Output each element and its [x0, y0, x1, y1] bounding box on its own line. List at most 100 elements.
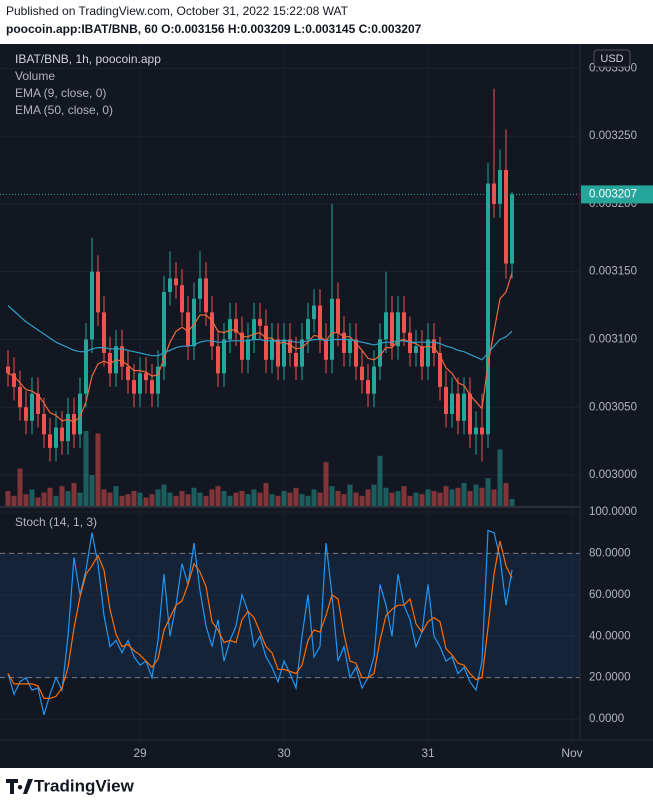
y-tick-label: 60.0000	[589, 589, 631, 601]
y-tick-label: 0.003250	[589, 130, 637, 142]
candle-body	[198, 278, 202, 299]
volume-bar	[173, 495, 179, 507]
candle-body	[282, 339, 286, 367]
volume-bar	[155, 489, 161, 507]
candle-body	[222, 339, 226, 374]
candle-body	[216, 346, 220, 374]
volume-bar	[209, 489, 215, 507]
volume-bar	[233, 492, 239, 507]
candle-body	[414, 346, 418, 354]
candle-body	[6, 366, 10, 374]
candle-body	[426, 339, 430, 367]
candle-body	[348, 339, 352, 354]
volume-bar	[257, 492, 263, 507]
volume-bar	[83, 431, 89, 507]
candle-body	[180, 285, 184, 313]
candle-body	[354, 339, 358, 367]
volume-bar	[191, 487, 197, 507]
candle-body	[84, 339, 88, 394]
candle-body	[438, 353, 442, 387]
volume-bar	[293, 487, 299, 507]
volume-bar	[485, 478, 491, 507]
volume-bar	[449, 489, 455, 507]
candle-body	[402, 312, 406, 333]
candle-body	[168, 278, 172, 293]
candle-body	[258, 319, 262, 326]
candle-body	[276, 339, 280, 367]
candle-body	[432, 339, 436, 354]
volume-bar	[215, 486, 221, 507]
candle-body	[132, 380, 136, 394]
candle-body	[30, 393, 34, 421]
candle-body	[210, 312, 214, 347]
volume-bar	[371, 484, 377, 507]
volume-bar	[149, 494, 155, 507]
candle-body	[138, 373, 142, 394]
stoch-band	[0, 553, 580, 678]
indicator-line	[7, 272, 513, 423]
volume-bar	[251, 489, 257, 507]
candle-body	[48, 434, 52, 448]
volume-bar	[431, 491, 437, 507]
volume-bar	[509, 499, 515, 507]
candle-body	[234, 319, 238, 333]
volume-bar	[77, 492, 83, 507]
volume-bar	[263, 483, 269, 507]
volume-legend: Volume	[15, 69, 55, 83]
y-tick-label: 0.003050	[589, 401, 637, 413]
volume-bar	[23, 494, 29, 507]
volume-bar	[425, 489, 431, 507]
candle-body	[384, 312, 388, 340]
volume-bar	[119, 495, 125, 507]
volume-bar	[359, 495, 365, 507]
currency-label[interactable]: USD	[600, 53, 623, 65]
candle-body	[444, 386, 448, 415]
volume-bar	[341, 494, 347, 507]
y-tick-label: 0.003000	[589, 469, 637, 481]
candle-body	[492, 183, 496, 204]
volume-bar	[323, 462, 329, 507]
candle-body	[312, 305, 316, 320]
candle-body	[504, 170, 508, 264]
x-tick-label: 31	[421, 746, 435, 760]
candle-body	[156, 366, 160, 394]
candle-body	[162, 292, 166, 367]
candle-body	[228, 319, 232, 340]
volume-bar	[185, 494, 191, 507]
candle-body	[288, 339, 292, 354]
volume-bar	[227, 495, 233, 507]
tradingview-logo[interactable]: TradingView	[6, 776, 135, 795]
volume-bar	[161, 484, 167, 507]
volume-bar	[101, 489, 107, 507]
candle-body	[336, 298, 340, 333]
candle-body	[510, 194, 514, 264]
candle-body	[372, 366, 376, 394]
candle-body	[264, 325, 268, 360]
volume-bar	[311, 489, 317, 507]
candle-body	[144, 373, 148, 381]
y-tick-label: 0.003150	[589, 266, 637, 278]
currency-button[interactable]	[593, 49, 631, 68]
y-tick-label: 20.0000	[589, 672, 631, 684]
volume-bar	[329, 486, 335, 507]
volume-bar	[245, 494, 251, 507]
volume-bar	[203, 495, 209, 507]
volume-bar	[179, 491, 185, 507]
volume-bar	[11, 495, 17, 507]
volume-bar	[401, 486, 407, 507]
y-tick-label: 100.0000	[589, 506, 637, 518]
candle-body	[120, 346, 124, 367]
symbol-legend: IBAT/BNB, 1h, poocoin.app	[15, 52, 161, 66]
candle-body	[78, 393, 82, 435]
candle-body	[66, 414, 70, 442]
y-tick-label: 0.003100	[589, 333, 637, 345]
candle-body	[330, 298, 334, 360]
volume-bar	[317, 492, 323, 507]
candle-body	[192, 298, 196, 347]
volume-bar	[167, 492, 173, 507]
y-tick-label: 80.0000	[589, 547, 631, 559]
candle-body	[18, 386, 22, 408]
candle-body	[102, 312, 106, 354]
chart-bg	[0, 44, 653, 768]
candle-body	[12, 373, 16, 387]
